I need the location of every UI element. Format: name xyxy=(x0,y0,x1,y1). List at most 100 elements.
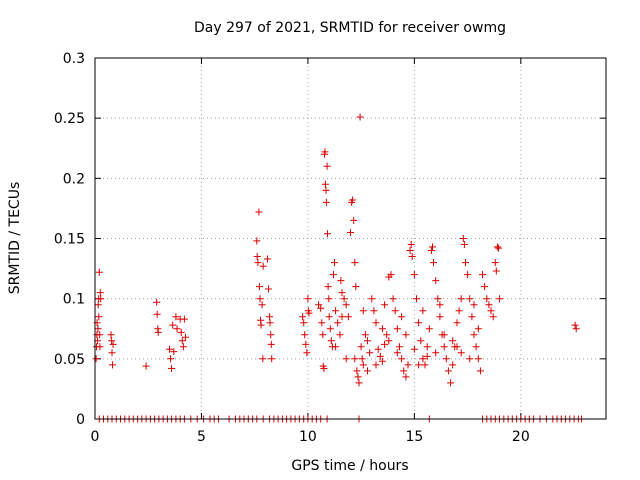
data-point xyxy=(406,247,414,254)
data-point xyxy=(396,343,403,351)
y-tick-label: 0.15 xyxy=(54,232,85,248)
data-point xyxy=(357,343,365,351)
data-point xyxy=(108,337,116,345)
data-point xyxy=(265,285,272,293)
data-point xyxy=(349,196,357,204)
data-point xyxy=(327,337,335,345)
data-point xyxy=(415,361,423,369)
data-point xyxy=(447,379,455,387)
data-point xyxy=(474,355,482,363)
data-point xyxy=(96,331,104,339)
chart-title: Day 297 of 2021, SRMTID for receiver owm… xyxy=(194,20,506,36)
data-point xyxy=(393,349,401,357)
data-point xyxy=(97,295,105,303)
data-point xyxy=(179,343,187,351)
data-point xyxy=(466,295,474,303)
data-point xyxy=(479,271,486,279)
data-point xyxy=(489,313,497,321)
data-point xyxy=(356,113,364,121)
data-point xyxy=(453,319,461,327)
data-point xyxy=(317,304,325,312)
data-point xyxy=(299,313,307,321)
data-point xyxy=(427,247,435,254)
data-point xyxy=(415,319,423,327)
data-point xyxy=(300,319,308,327)
data-point xyxy=(324,230,331,238)
data-point xyxy=(347,229,354,236)
data-point xyxy=(338,289,346,297)
data-point xyxy=(383,331,391,339)
axis-ticks: 0 0.05 0.1 0.15 0.2 0.25 0.3 0 5 10 15 20 xyxy=(54,51,606,445)
data-point xyxy=(361,331,369,339)
data-point xyxy=(342,355,350,363)
data-point xyxy=(154,328,162,336)
data-point xyxy=(407,241,415,248)
data-point xyxy=(268,355,276,363)
data-point xyxy=(96,343,104,351)
data-point xyxy=(389,295,397,303)
data-point xyxy=(351,259,359,267)
data-point xyxy=(464,271,472,279)
data-point xyxy=(350,216,358,224)
data-point xyxy=(423,343,431,351)
data-point xyxy=(92,355,100,363)
data-point xyxy=(180,315,188,323)
data-point xyxy=(173,325,181,333)
data-point xyxy=(359,307,367,315)
data-point xyxy=(153,298,161,306)
y-tick-label: 0.05 xyxy=(54,352,85,368)
x-axis-label: GPS time / hours xyxy=(291,458,408,474)
data-point xyxy=(108,349,116,357)
data-point xyxy=(481,283,489,291)
data-point xyxy=(325,313,333,321)
data-point xyxy=(470,301,478,309)
data-point xyxy=(374,345,382,353)
data-point xyxy=(304,295,312,303)
data-point xyxy=(167,355,175,363)
data-point xyxy=(466,355,474,363)
data-point xyxy=(459,235,467,242)
data-point xyxy=(315,301,323,309)
data-point xyxy=(496,295,503,303)
data-point xyxy=(372,361,380,369)
data-point xyxy=(493,243,501,251)
data-point xyxy=(353,367,361,375)
data-point xyxy=(326,325,334,333)
data-point xyxy=(419,355,427,363)
data-point xyxy=(366,349,374,357)
data-point xyxy=(351,355,359,363)
data-point xyxy=(410,345,418,353)
data-point xyxy=(352,283,360,291)
data-point xyxy=(338,313,346,321)
data-point xyxy=(169,321,177,329)
data-point xyxy=(430,259,437,267)
x-tick-label: 10 xyxy=(299,429,317,445)
data-point xyxy=(331,259,338,267)
data-point xyxy=(571,321,579,329)
data-point xyxy=(264,255,271,263)
data-point xyxy=(462,259,469,267)
data-point xyxy=(470,331,478,339)
data-point xyxy=(305,309,313,317)
data-point xyxy=(393,325,401,333)
data-point xyxy=(385,337,393,345)
data-point xyxy=(319,331,327,339)
data-point xyxy=(398,355,406,363)
y-tick-label: 0.25 xyxy=(54,111,85,127)
x-tick-label: 5 xyxy=(197,429,206,445)
data-point xyxy=(381,301,389,309)
data-point xyxy=(322,186,330,194)
data-point xyxy=(336,331,344,339)
data-point xyxy=(323,162,331,170)
data-point xyxy=(178,337,186,345)
data-point xyxy=(259,262,267,270)
data-point xyxy=(266,319,274,327)
data-point xyxy=(449,361,457,369)
data-point xyxy=(491,259,499,267)
data-point xyxy=(255,283,263,291)
data-point xyxy=(404,361,412,369)
data-point xyxy=(442,355,450,363)
data-point xyxy=(485,301,493,309)
y-axis-label: SRMTID / TECUs xyxy=(7,182,23,295)
